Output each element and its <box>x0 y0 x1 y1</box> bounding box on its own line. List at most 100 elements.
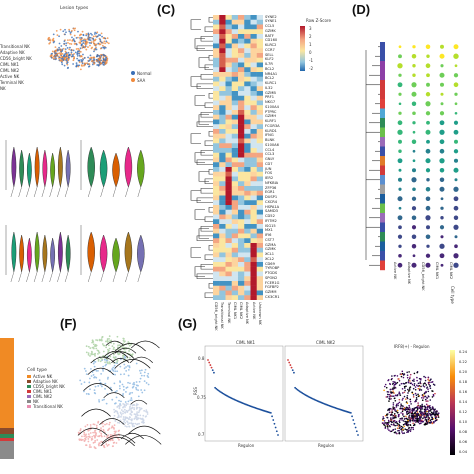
regulon-umap-point <box>392 390 394 392</box>
velocity-point <box>123 363 126 366</box>
umap-a-point <box>72 63 75 65</box>
legend-normal-dot <box>131 71 135 75</box>
velocity-point <box>147 372 150 375</box>
regulon-umap-point <box>395 420 398 423</box>
heatmap-cell <box>256 285 263 291</box>
velocity-streamline <box>130 399 148 405</box>
heatmap-cell <box>250 257 257 263</box>
regulon-umap-point <box>417 402 419 404</box>
velocity-point <box>96 439 99 441</box>
heatmap-cell <box>238 72 245 77</box>
heatmap-cell <box>244 38 251 44</box>
regulon-umap-point <box>415 397 418 399</box>
regulon-rank-point <box>353 422 356 425</box>
heatmap-cell <box>238 181 245 187</box>
umap-a-point <box>77 30 79 33</box>
velocity-point <box>141 421 143 424</box>
gene-label: EGR1 <box>265 190 275 195</box>
regulon-umap-point <box>421 408 424 410</box>
heatmap-cell <box>213 228 220 234</box>
velocity-point <box>114 420 117 422</box>
velocity-point <box>103 444 105 447</box>
regulon-umap-point <box>416 376 418 379</box>
heatmap-cell <box>225 214 232 220</box>
regulon-umap-point <box>427 418 430 421</box>
umap-a-point <box>75 65 78 68</box>
dotplot-dot <box>398 225 402 230</box>
heatmap-cell <box>225 24 232 30</box>
umap-a-point <box>90 32 92 35</box>
velocity-point <box>95 424 98 427</box>
violin-shape <box>19 234 25 273</box>
velocity-point <box>133 406 135 409</box>
dotplot-dot <box>411 225 417 230</box>
velocity-point <box>138 406 141 409</box>
velocity-point <box>128 422 131 425</box>
umap-a-point <box>85 48 88 51</box>
violin-tick-label <box>125 271 129 283</box>
regulon-umap-point <box>405 412 408 414</box>
velocity-point <box>122 339 125 342</box>
heatmap-cell <box>231 100 239 106</box>
velocity-point <box>106 444 109 447</box>
regulon-umap-point <box>415 398 418 401</box>
velocity-point <box>127 374 130 377</box>
velocity-point <box>113 424 116 427</box>
heatmap-cell <box>213 133 220 139</box>
umap-a-point <box>69 33 72 36</box>
heatmap-column-label: Transitional NK <box>220 302 225 329</box>
umap-a-point <box>93 33 96 35</box>
regulon-umap-point <box>435 419 437 421</box>
heatmap-cell <box>250 295 257 300</box>
velocity-point <box>128 418 130 421</box>
heatmap-cell <box>213 176 220 182</box>
regulon-umap-point <box>398 378 400 380</box>
velocity-point <box>126 425 128 428</box>
umap-a-point <box>90 41 93 44</box>
dotplot-dot <box>453 120 459 125</box>
regulon-umap-point <box>415 410 418 413</box>
zscore-tick-0: 3 <box>309 26 312 31</box>
regulon-umap-point <box>393 385 395 387</box>
heatmap-cell <box>213 214 220 220</box>
umap-a-point <box>52 33 55 36</box>
velocity-point <box>84 370 87 372</box>
rank-ytick-0: 0.8 <box>198 356 205 361</box>
regulon-umap-point <box>409 376 411 378</box>
umap-a-point <box>79 68 82 71</box>
regulon-umap-point <box>399 407 401 410</box>
gene-label: CCL5 <box>265 24 275 28</box>
umap-a-point <box>102 53 105 56</box>
gene-label: KLF2 <box>265 57 274 62</box>
violin-shape <box>26 152 32 188</box>
heatmap-cell <box>244 276 251 282</box>
heatmap-cell <box>256 19 263 25</box>
heatmap-cell <box>238 195 245 201</box>
regulon-umap-point <box>395 404 398 407</box>
regulon-umap-point <box>406 431 408 434</box>
heatmap-cell <box>244 266 251 272</box>
velocity-point <box>83 431 86 434</box>
umap-a-point <box>87 63 89 66</box>
heatmap-cell <box>225 243 232 248</box>
regulon-umap-point <box>394 428 397 430</box>
regulon-umap-point <box>429 385 431 388</box>
gene-label: FGFBP2 <box>265 285 279 290</box>
velocity-point <box>125 369 128 372</box>
heatmap-cell <box>231 266 239 272</box>
heatmap-cell <box>244 95 251 101</box>
velocity-point <box>105 402 108 405</box>
heatmap-cell <box>244 19 251 25</box>
dotplot-dot <box>398 73 402 77</box>
regulon-umap-point <box>408 415 410 418</box>
heatmap-column-label: CD56_bright NK <box>214 302 219 331</box>
heatmap-cell <box>256 181 263 187</box>
heatmap-cell <box>231 105 239 111</box>
regulon-umap-point <box>391 411 394 414</box>
violin-tick-label <box>100 186 104 198</box>
violin-tick-label <box>26 186 30 198</box>
heatmap-cell <box>256 171 263 177</box>
regulon-umap-point <box>431 381 433 383</box>
dotplot-row-color <box>380 146 385 157</box>
regulon-umap-point <box>397 404 399 407</box>
